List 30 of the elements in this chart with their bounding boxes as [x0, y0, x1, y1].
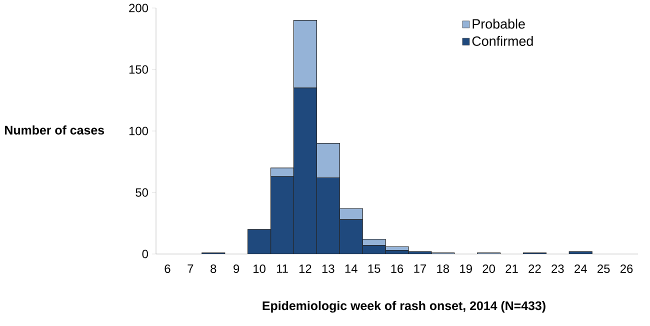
- x-tick-label: 6: [164, 264, 170, 273]
- x-tick-label: 14: [345, 264, 358, 273]
- x-axis-title: Epidemiologic week of rash onset, 2014 (N=433): [262, 300, 546, 313]
- x-tick-label: 16: [391, 264, 404, 273]
- y-tick-label: 100: [129, 126, 148, 136]
- x-tick-label: 9: [234, 264, 240, 273]
- x-tick-label: 19: [460, 264, 472, 273]
- y-tick-label: 150: [129, 65, 148, 74]
- x-tick-label: 20: [482, 264, 495, 273]
- x-tick-label: 18: [437, 264, 450, 273]
- x-tick-label: 25: [598, 264, 610, 273]
- y-axis-title: Number of cases: [5, 125, 104, 135]
- legend-label: Probable: [472, 18, 525, 29]
- legend-label: Confirmed: [472, 36, 533, 46]
- x-tick-label: 15: [368, 264, 380, 273]
- y-tick-label: 50: [136, 188, 148, 197]
- x-tick-label: 23: [552, 264, 564, 273]
- x-tick-label: 7: [188, 264, 194, 273]
- x-tick-label: 17: [414, 264, 426, 273]
- x-tick-label: 12: [299, 264, 312, 273]
- y-tick-label: 0: [142, 250, 148, 258]
- x-tick-label: 10: [254, 264, 266, 273]
- x-tick-label: 21: [506, 264, 518, 273]
- x-tick-label: 26: [620, 264, 633, 273]
- x-tick-label: 22: [528, 264, 541, 273]
- x-tick-label: 11: [276, 264, 288, 273]
- x-tick-label: 24: [574, 264, 587, 273]
- x-tick-label: 13: [322, 264, 334, 273]
- x-tick-label: 8: [210, 264, 216, 273]
- y-tick-label: 200: [129, 4, 148, 12]
